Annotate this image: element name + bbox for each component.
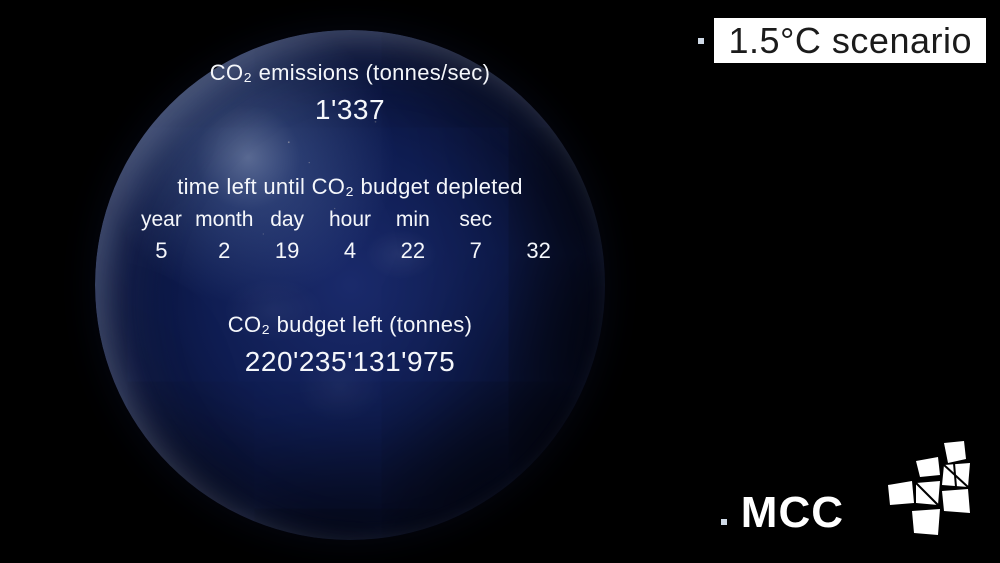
bullet-icon bbox=[721, 519, 727, 525]
mcc-logo-icon bbox=[858, 441, 978, 541]
data-overlay: CO₂ emissions (tonnes/sec) 1'337 time le… bbox=[120, 60, 580, 378]
unit-day: day bbox=[256, 208, 319, 232]
budget-block: CO₂ budget left (tonnes) 220'235'131'975 bbox=[120, 312, 580, 378]
budget-label: CO₂ budget left (tonnes) bbox=[120, 312, 580, 338]
val-min: 22 bbox=[381, 238, 444, 264]
countdown-block: time left until CO₂ budget depleted year… bbox=[120, 174, 580, 264]
mcc-logo-text: MCC bbox=[741, 491, 844, 535]
val-extra: 32 bbox=[507, 238, 570, 264]
val-sec: 7 bbox=[444, 238, 507, 264]
countdown-units-row: year month day hour min sec bbox=[130, 208, 570, 232]
val-day: 19 bbox=[256, 238, 319, 264]
unit-hour: hour bbox=[319, 208, 382, 232]
val-month: 2 bbox=[193, 238, 256, 264]
scenario-label: 1.5°C scenario bbox=[714, 18, 986, 63]
bullet-icon bbox=[698, 38, 704, 44]
emissions-label: CO₂ emissions (tonnes/sec) bbox=[120, 60, 580, 86]
unit-year: year bbox=[130, 208, 193, 232]
unit-sec: sec bbox=[444, 208, 507, 232]
emissions-value: 1'337 bbox=[120, 94, 580, 126]
budget-value: 220'235'131'975 bbox=[120, 346, 580, 378]
val-year: 5 bbox=[130, 238, 193, 264]
val-hour: 4 bbox=[319, 238, 382, 264]
unit-month: month bbox=[193, 208, 256, 232]
emissions-block: CO₂ emissions (tonnes/sec) 1'337 bbox=[120, 60, 580, 126]
scenario-banner: 1.5°C scenario bbox=[698, 18, 986, 63]
unit-blank bbox=[507, 208, 570, 232]
countdown-values-row: 5 2 19 4 22 7 32 bbox=[130, 238, 570, 264]
countdown-label: time left until CO₂ budget depleted bbox=[120, 174, 580, 200]
mcc-logo: MCC bbox=[721, 441, 978, 541]
unit-min: min bbox=[381, 208, 444, 232]
